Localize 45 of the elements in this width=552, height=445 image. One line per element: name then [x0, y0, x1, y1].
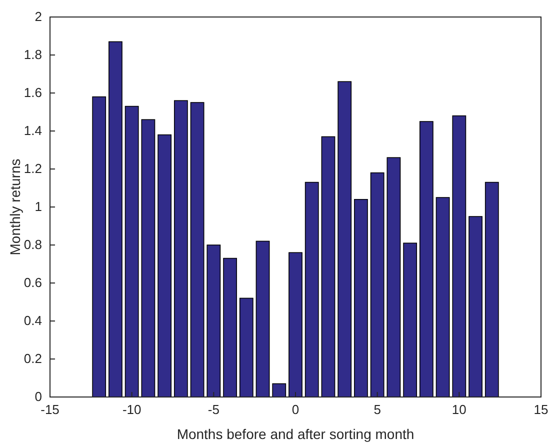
bar — [354, 199, 368, 398]
bar — [484, 182, 499, 398]
x-tick-label: -15 — [40, 402, 60, 418]
bar — [108, 41, 122, 398]
y-tick-label: 1.6 — [24, 85, 42, 100]
bar — [304, 182, 319, 398]
bar — [124, 106, 139, 398]
bar — [403, 242, 418, 398]
bar — [419, 121, 434, 398]
x-tick-label: 15 — [534, 402, 548, 418]
bar — [386, 157, 401, 398]
y-tick-label: 1.2 — [24, 161, 42, 176]
bar — [223, 258, 237, 398]
y-tick-label: 0.8 — [24, 237, 42, 252]
bar — [206, 244, 221, 398]
y-tick-label: 0.4 — [24, 313, 42, 328]
bar — [256, 240, 270, 398]
y-tick-label: 0 — [34, 389, 42, 404]
bar — [321, 136, 336, 398]
y-tick-label: 2 — [34, 9, 42, 24]
bar — [436, 197, 450, 398]
bar — [338, 81, 352, 398]
bar — [158, 134, 172, 398]
x-axis-title: Months before and after sorting month — [176, 426, 414, 442]
bar — [92, 96, 106, 398]
bar — [288, 252, 302, 398]
bar — [239, 298, 254, 398]
bar — [141, 119, 156, 398]
x-tick-label: -5 — [208, 402, 220, 418]
y-tick-label: 1 — [34, 199, 42, 214]
bar — [272, 383, 286, 398]
y-axis-title: Monthly returns — [7, 158, 23, 256]
y-tick-label: 1.8 — [24, 47, 42, 62]
x-tick-label: 10 — [452, 402, 466, 418]
x-tick-label: 0 — [292, 402, 300, 418]
x-tick-label: -10 — [122, 402, 142, 418]
bar — [452, 115, 466, 398]
y-tick-label: 0.6 — [24, 275, 42, 290]
bar — [174, 100, 188, 398]
y-tick-label: 1.4 — [24, 123, 42, 138]
bar — [468, 216, 482, 398]
y-tick-label: 0.2 — [24, 351, 42, 366]
bar — [370, 172, 384, 398]
bar — [190, 102, 204, 398]
x-tick-label: 5 — [374, 402, 381, 418]
